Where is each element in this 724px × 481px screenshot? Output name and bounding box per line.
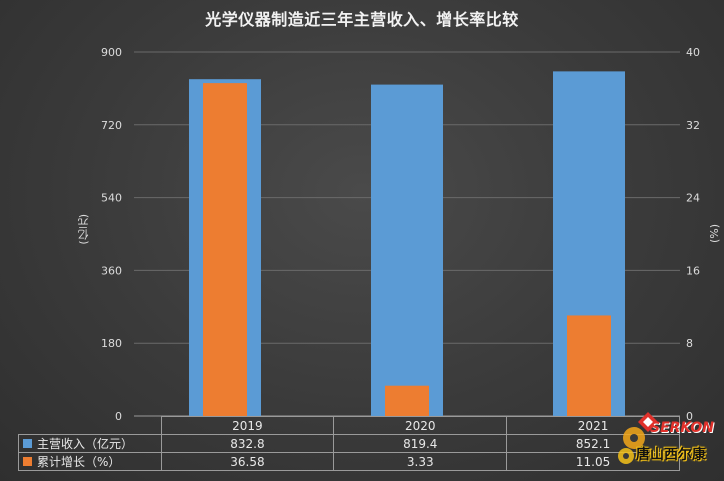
y-tick-label-right: 32 — [686, 119, 700, 132]
growth-bar — [385, 385, 429, 416]
y-tick-label-right: 24 — [686, 192, 700, 205]
category-label: 2019 — [160, 416, 335, 435]
y-tick-label-left: 720 — [101, 119, 122, 132]
y-tick-label-left: 900 — [101, 46, 122, 59]
y-tick-label-left: 180 — [101, 337, 122, 350]
category-label: 2020 — [333, 416, 508, 435]
growth-bars — [203, 83, 611, 416]
y-axis-label-left: (亿元) — [77, 214, 90, 245]
table-cell: 852.1 — [506, 434, 680, 453]
table-cell: 3.33 — [333, 452, 508, 471]
category-label: 2021 — [506, 416, 680, 435]
y-tick-label-right: 0 — [686, 410, 693, 423]
table-cell: 11.05 — [506, 452, 680, 471]
legend-swatch-blue — [23, 439, 32, 448]
y-tick-label-right: 16 — [686, 264, 700, 277]
table-cell: 819.4 — [333, 434, 508, 453]
table-row: 主营收入（亿元） 832.8 819.4 852.1 — [18, 434, 680, 453]
growth-bar — [203, 83, 247, 416]
table-corner — [18, 416, 162, 435]
right-axis-ticks: 0 8 16 24 32 40 — [686, 46, 700, 423]
legend-swatch-orange — [23, 457, 32, 466]
table-cell: 36.58 — [160, 452, 335, 471]
y-tick-label-left: 540 — [101, 192, 122, 205]
legend-entry-revenue: 主营收入（亿元） — [18, 434, 162, 453]
legend-label: 主营收入（亿元） — [37, 437, 134, 451]
table-row: 累计增长（%） 36.58 3.33 11.05 — [18, 452, 680, 471]
legend-label: 累计增长（%） — [37, 455, 121, 469]
growth-bar — [567, 315, 611, 416]
revenue-bars — [189, 71, 625, 417]
table-cell: 832.8 — [160, 434, 335, 453]
y-axis-label-right: (%) — [708, 224, 721, 244]
y-tick-label-left: 360 — [101, 264, 122, 277]
revenue-bar — [371, 84, 443, 417]
y-tick-label-right: 8 — [686, 337, 693, 350]
legend-entry-growth: 累计增长（%） — [18, 452, 162, 471]
chart-title: 光学仪器制造近三年主营收入、增长率比较 — [205, 10, 519, 29]
y-tick-label-right: 40 — [686, 46, 700, 59]
data-table: 2019 2020 2021 主营收入（亿元） 832.8 819.4 852.… — [18, 416, 680, 471]
table-header-row: 2019 2020 2021 — [18, 416, 680, 435]
